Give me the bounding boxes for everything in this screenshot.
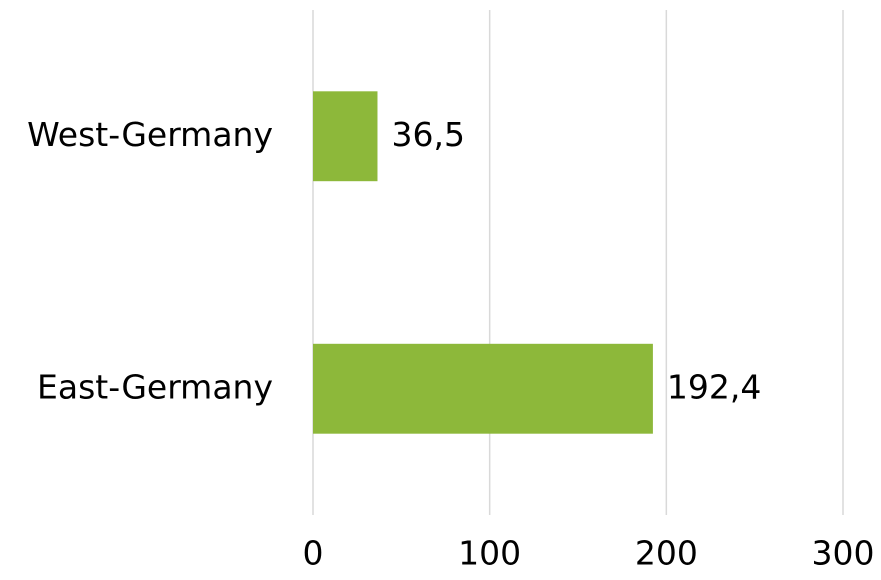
x-tick-label: 200 bbox=[635, 534, 698, 573]
x-tick-label: 0 bbox=[303, 534, 324, 573]
y-tick-label: West-Germany bbox=[27, 115, 273, 154]
value-label: 192,4 bbox=[667, 367, 761, 406]
x-tick-label: 300 bbox=[812, 534, 875, 573]
x-tick-label: 100 bbox=[458, 534, 521, 573]
bar bbox=[313, 343, 653, 434]
value-label: 36,5 bbox=[391, 115, 464, 154]
bar bbox=[313, 91, 378, 182]
y-tick-label: East-Germany bbox=[37, 367, 273, 406]
